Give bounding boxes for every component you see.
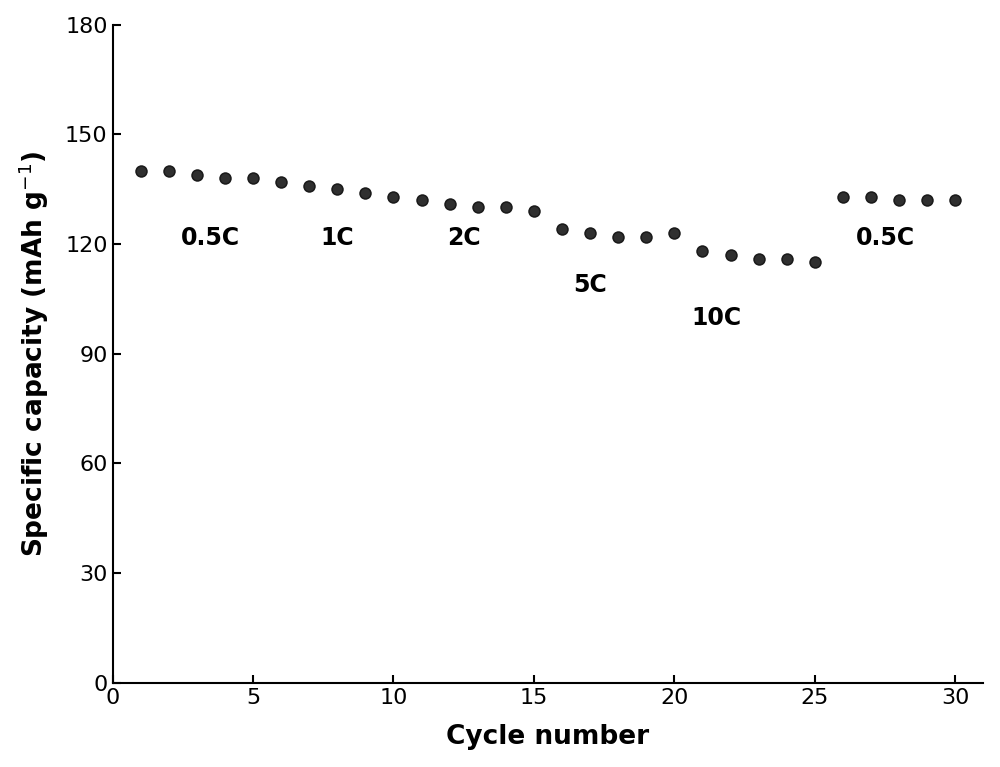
Text: 10C: 10C: [691, 306, 742, 331]
X-axis label: Cycle number: Cycle number: [446, 724, 650, 750]
Text: 5C: 5C: [573, 273, 607, 298]
Text: 0.5C: 0.5C: [855, 225, 915, 250]
Text: 2C: 2C: [447, 225, 480, 250]
Text: 0.5C: 0.5C: [181, 225, 240, 250]
Y-axis label: Specific capacity (mAh g$^{-1}$): Specific capacity (mAh g$^{-1}$): [17, 150, 51, 557]
Text: 1C: 1C: [320, 225, 354, 250]
